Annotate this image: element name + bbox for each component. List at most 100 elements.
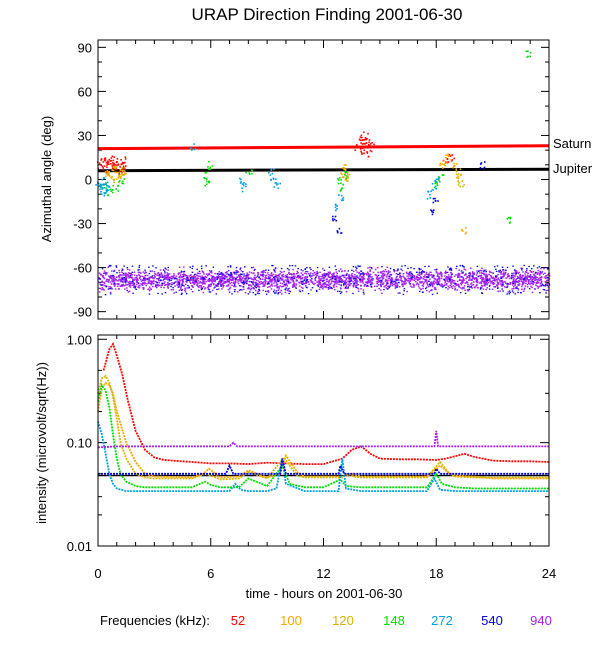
point-940 (352, 281, 354, 283)
point-940 (144, 280, 146, 282)
point-940 (537, 287, 539, 289)
point-940 (387, 270, 390, 272)
point-272 (431, 182, 434, 185)
point-540 (506, 286, 508, 288)
point-940 (371, 281, 373, 284)
point-148 (248, 173, 251, 175)
point-940 (110, 270, 113, 272)
point-940 (118, 275, 120, 277)
point-940 (521, 278, 524, 280)
point-940 (535, 284, 537, 286)
point-940 (370, 279, 372, 281)
point-540 (236, 271, 238, 273)
point-540 (216, 278, 218, 281)
point-940 (299, 275, 302, 277)
point-120 (124, 167, 127, 170)
point-940 (330, 282, 333, 284)
point-940 (522, 283, 524, 286)
point-540 (353, 283, 356, 285)
point-540 (223, 277, 226, 279)
point-940 (202, 271, 205, 274)
point-940 (148, 286, 151, 288)
point-940 (255, 279, 258, 282)
point-148 (248, 172, 251, 174)
point-940 (323, 279, 326, 281)
point-540 (121, 269, 124, 271)
point-940 (200, 276, 202, 279)
point-940 (295, 273, 298, 275)
point-540 (178, 282, 181, 284)
point-940 (327, 282, 330, 284)
intensity-ytick-label: 0.10 (67, 436, 92, 451)
point-940 (394, 279, 397, 281)
point-940 (485, 282, 487, 284)
point-540 (359, 278, 361, 281)
point-540 (161, 276, 164, 278)
point-148 (251, 169, 253, 172)
point-940 (129, 276, 132, 278)
point-940 (331, 280, 334, 282)
point-940 (415, 276, 418, 278)
point-940 (421, 272, 423, 274)
point-940 (485, 288, 487, 291)
point-540 (459, 265, 462, 267)
point-940 (185, 278, 188, 281)
point-940 (133, 279, 136, 281)
point-272 (106, 190, 108, 193)
point-52 (360, 142, 362, 144)
point-940 (321, 274, 324, 277)
point-940 (540, 280, 543, 283)
point-940 (112, 276, 115, 278)
point-540 (157, 292, 159, 295)
point-940 (401, 269, 404, 272)
point-272 (100, 185, 102, 187)
point-940 (401, 279, 403, 282)
point-540 (323, 269, 326, 272)
point-940 (473, 277, 476, 279)
point-940 (259, 273, 262, 276)
point-940 (275, 274, 277, 276)
point-940 (470, 275, 473, 277)
point-940 (281, 286, 283, 288)
point-940 (213, 287, 216, 289)
point-540 (516, 287, 518, 289)
point-940 (268, 278, 271, 280)
point-940 (524, 273, 526, 275)
point-52 (121, 162, 124, 165)
point-940 (459, 287, 462, 289)
point-940 (107, 275, 110, 277)
point-120 (348, 173, 351, 176)
point-52 (367, 155, 370, 158)
point-940 (504, 271, 507, 274)
point-940 (369, 280, 371, 282)
point-940 (299, 276, 302, 279)
point-940 (210, 280, 212, 282)
point-52 (357, 145, 360, 148)
point-940 (171, 275, 174, 278)
point-940 (123, 277, 126, 279)
point-148 (436, 184, 439, 187)
point-120 (457, 184, 460, 186)
point-100 (104, 175, 107, 178)
point-540 (351, 269, 353, 271)
point-540 (134, 285, 137, 288)
point-940 (449, 282, 452, 284)
point-940 (450, 283, 453, 285)
point-540 (403, 288, 406, 290)
point-940 (104, 274, 107, 276)
point-148 (345, 171, 347, 174)
point-100 (124, 171, 126, 173)
point-540 (265, 269, 267, 271)
point-940 (112, 278, 115, 280)
point-540 (434, 200, 437, 202)
point-540 (216, 288, 218, 291)
point-540 (258, 292, 260, 295)
point-940 (519, 275, 522, 277)
point-940 (521, 274, 524, 277)
point-940 (141, 275, 144, 278)
point-540 (175, 277, 177, 280)
point-272 (99, 184, 101, 187)
point-52 (111, 155, 114, 158)
point-148 (209, 166, 212, 169)
point-272 (193, 148, 196, 151)
